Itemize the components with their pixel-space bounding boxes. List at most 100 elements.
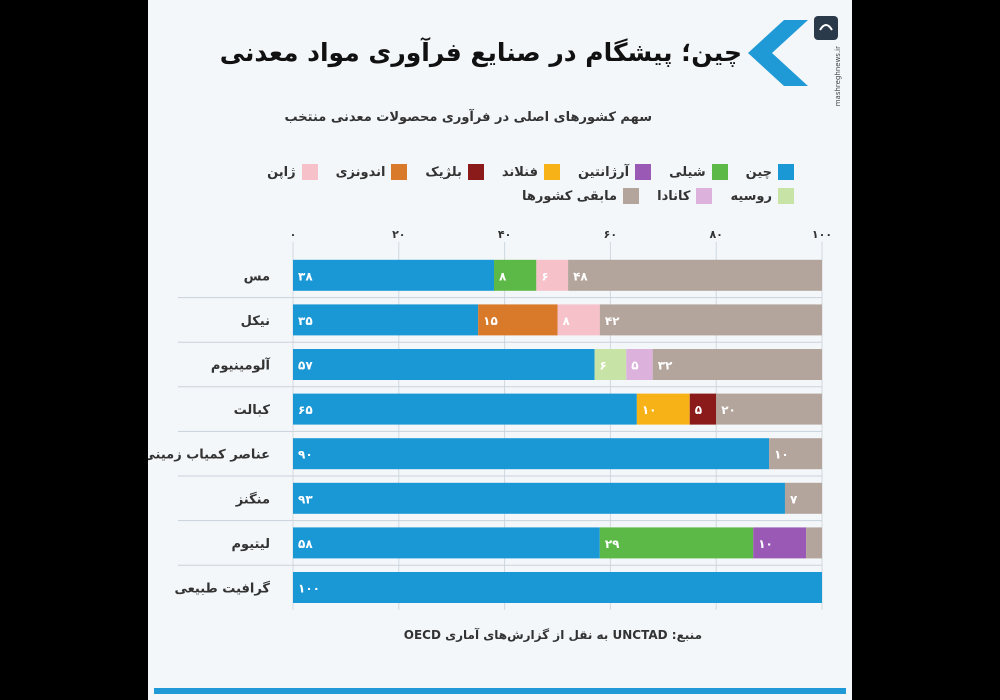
legend-swatch (467, 164, 484, 180)
legend-label: ژاپن (267, 164, 296, 180)
bar-segment (769, 438, 822, 470)
legend-label: کانادا (657, 188, 691, 204)
category-label: گرافیت طبیعی (174, 581, 270, 597)
bar-segment (599, 527, 754, 559)
bar-value-label: ۱۰ (758, 537, 773, 551)
x-tick-label: ۱۰۰ (812, 228, 832, 241)
legend-item: اندونزی (336, 164, 408, 180)
bar-value-label: ۵۷ (298, 359, 313, 373)
bar-value-label: ۵۸ (298, 537, 313, 551)
category-label: آلومینیوم (211, 357, 271, 374)
bar-segment (716, 393, 822, 425)
bar-segment (293, 304, 479, 336)
bar-segment (293, 572, 822, 603)
legend-item: مابقی کشورها (521, 188, 640, 204)
x-tick-label: ۲۰ (392, 228, 405, 241)
category-label: عناصر کمیاب زمینی (148, 448, 270, 463)
legend-label: روسیه (730, 188, 772, 204)
bar-segment (753, 527, 807, 559)
bar-segment (594, 349, 627, 380)
legend-swatch (778, 188, 794, 204)
bar-value-label: ۸ (499, 269, 507, 283)
x-tick-label: ۶۰ (604, 228, 617, 241)
legend-swatch (711, 164, 728, 180)
bar-value-label: ۶ (600, 359, 607, 373)
bar-value-label: ۱۰ (774, 448, 789, 462)
legend-swatch (623, 188, 640, 204)
bar-segment (293, 482, 785, 514)
category-label: لیتیوم (232, 537, 270, 552)
legend-item: شیلی (669, 164, 728, 180)
bar-value-label: ۶ (541, 269, 548, 283)
bar-value-label: ۳۸ (298, 269, 313, 283)
legend-label: مابقی کشورها (521, 188, 618, 204)
legend-label: چین (745, 164, 772, 180)
bar-value-label: ۱۰ (642, 403, 657, 417)
chart-subtitle: سهم کشورهای اصلی در فرآوری محصولات معدنی… (284, 110, 653, 125)
watermark-text: mashreghnews.ir (834, 46, 842, 107)
chart-legend: چین شیلی آرژانتین فنلاند بلژیک اندونزی ژاپن روس… (174, 164, 794, 204)
bar-value-label: ۳۲ (658, 359, 673, 373)
bar-segment (784, 482, 822, 514)
legend-item: ژاپن (267, 164, 318, 180)
logo-icon (814, 16, 838, 40)
stacked-bar-chart: ۰ ۲۰ ۴۰ ۶۰ ۸۰ ۱۰۰ مس ۳۸ ۸ ۶ ۴۸ نیکل ۳۵ ۱۵ ۸ ۴۲ آلومینیوم… (148, 228, 832, 610)
bar-segment (494, 259, 537, 291)
category-label: منگنز (235, 491, 270, 507)
x-tick-label: ۰ (290, 228, 297, 241)
legend-label: فنلاند (501, 164, 538, 180)
legend-label: اندونزی (335, 164, 386, 180)
bar-value-label: ۸ (563, 314, 571, 328)
bottom-accent-bar (154, 688, 846, 694)
legend-swatch (778, 164, 794, 180)
legend-item: فنلاند (502, 164, 560, 180)
bar-segment (293, 349, 595, 380)
bar-segment (599, 304, 822, 336)
legend-swatch (635, 164, 652, 180)
legend-item: چین (746, 164, 794, 180)
bar-segment (293, 527, 600, 559)
bar-value-label: ۲۹ (605, 537, 620, 551)
bar-segment (536, 259, 569, 291)
bar-value-label: ۹۰ (298, 448, 313, 462)
bar-segment (557, 304, 600, 336)
legend-item: کانادا (657, 188, 713, 204)
bar-segment (568, 259, 822, 291)
bar-segment (636, 393, 690, 425)
legend-swatch (391, 164, 408, 180)
legend-swatch (543, 164, 560, 180)
bar-segment (293, 393, 637, 425)
bar-segment (806, 527, 822, 559)
bar-value-label: ۱۰۰ (298, 582, 320, 596)
legend-item: بلژیک (425, 164, 484, 180)
source-note: منبع: UNCTAD به نقل از گزارش‌های آماری O… (403, 628, 702, 642)
bar-segment (689, 393, 717, 425)
bar-segment (626, 349, 653, 380)
bar-value-label: ۲۰ (721, 403, 736, 417)
legend-label: آرژانتین (577, 164, 630, 180)
bar-value-label: ۱۵ (483, 314, 498, 328)
category-label: نیکل (241, 314, 270, 329)
bar-value-label: ۷ (790, 492, 798, 506)
category-label: مس (244, 269, 270, 284)
legend-item: روسیه (730, 188, 794, 204)
bar-value-label: ۹۳ (298, 492, 313, 506)
category-label: کبالت (234, 403, 271, 418)
bar-value-label: ۴۸ (573, 269, 588, 283)
bar-segment (293, 438, 770, 470)
page-title: چین؛ پیشگام در صنایع فرآوری مواد معدنی (219, 38, 742, 67)
legend-swatch (696, 188, 713, 204)
bar-value-label: ۴۲ (605, 314, 620, 328)
bar-segment (652, 349, 822, 380)
infographic-card: mashreghnews.ir چین؛ پیشگام در صنایع فرآ… (148, 0, 852, 700)
bar-value-label: ۳۵ (298, 314, 313, 328)
chevron-left-icon (748, 20, 808, 86)
bar-segment (478, 304, 558, 336)
bar-value-label: ۵ (631, 359, 638, 373)
watermark-logo: mashreghnews.ir (806, 10, 846, 120)
legend-label: شیلی (669, 164, 706, 180)
bar-segment (293, 259, 495, 291)
x-tick-label: ۸۰ (709, 228, 722, 241)
bar-value-label: ۶۵ (298, 403, 313, 417)
legend-label: بلژیک (425, 164, 462, 180)
